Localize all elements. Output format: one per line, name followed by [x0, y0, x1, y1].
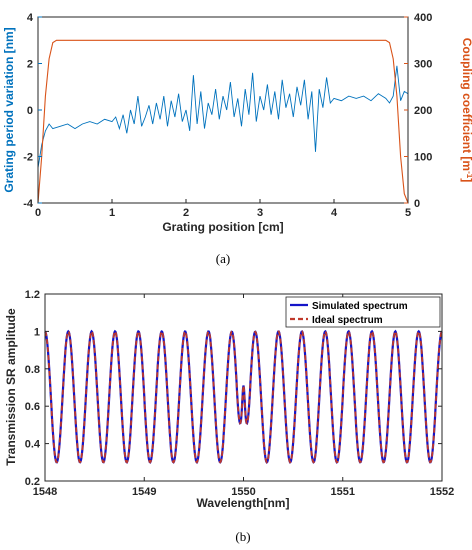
ticks-a: 0 1 2 3 4 5 -4 -2 0 2 4 0 100 200 300 400	[23, 12, 432, 219]
caption-b: (b)	[235, 529, 250, 544]
x-tick-label-b: 1550	[231, 486, 255, 498]
y-axis-label-right-a-end: ]	[460, 178, 472, 182]
y-tick-label-b: 0.8	[25, 364, 40, 376]
y-tick-label-b: 1.2	[25, 289, 40, 301]
y-tick-label-right-a: 200	[414, 105, 432, 117]
y-tick-label-right-a: 0	[414, 198, 420, 210]
x-tick-label-b: 1551	[331, 486, 355, 498]
y-tick-label-left-a: 2	[27, 59, 33, 71]
panel-a: 0 1 2 3 4 5 -4 -2 0 2 4 0 100 200 300 400 Grating posit…	[2, 12, 472, 266]
y-tick-label-right-a: 100	[414, 152, 432, 164]
x-axis-label-a: Grating position [cm]	[162, 220, 283, 234]
series-group-b	[44, 329, 443, 465]
x-tick-label-a: 2	[183, 207, 189, 219]
y-tick-label-right-a: 400	[414, 12, 432, 24]
x-axis-label-b: Wavelength[nm]	[197, 496, 290, 510]
y-axis-label-right-a-main: Coupling coefficient [m	[460, 38, 472, 171]
series-group-a	[37, 39, 409, 204]
y-tick-label-b: 0.2	[25, 476, 40, 488]
series-line-coupling-coefficient	[37, 39, 409, 204]
y-tick-label-right-a: 300	[414, 59, 432, 71]
caption-a: (a)	[216, 251, 230, 266]
y-tick-label-b: 0.6	[25, 401, 40, 413]
y-tick-label-b: 1	[34, 326, 40, 338]
y-tick-label-left-a: 0	[27, 105, 33, 117]
series-line-ideal	[44, 329, 443, 464]
y-axis-label-b: Transmission SR amplitude	[4, 308, 18, 466]
x-tick-label-a: 1	[109, 207, 115, 219]
y-tick-label-b: 0.4	[25, 439, 41, 451]
x-tick-label-b: 1552	[430, 486, 454, 498]
y-tick-label-left-a: -2	[23, 152, 33, 164]
panel-b: 1548 1549 1550 1551 1552 0.2 0.4 0.6 0.8 1 1.2 Wav…	[4, 289, 454, 544]
legend-b: Simulated spectrum Ideal spectrum	[285, 296, 441, 328]
series-line-period-variation	[37, 65, 409, 169]
legend-box	[285, 296, 441, 328]
x-tick-label-b: 1548	[33, 486, 57, 498]
x-tick-label-a: 0	[35, 207, 41, 219]
ticks-b: 1548 1549 1550 1551 1552 0.2 0.4 0.6 0.8 1 1.2	[25, 289, 455, 498]
y-axis-label-right-a-sup: -1	[465, 171, 472, 179]
y-axis-label-left-a: Grating period variation [nm]	[2, 27, 16, 192]
legend-label-ideal: Ideal spectrum	[312, 315, 383, 326]
y-axis-label-right-a: Coupling coefficient [m-1]	[460, 38, 472, 182]
y-tick-label-left-a: -4	[23, 198, 34, 210]
legend-label-simulated: Simulated spectrum	[312, 301, 408, 312]
x-tick-label-a: 5	[405, 207, 411, 219]
x-tick-label-b: 1549	[132, 486, 156, 498]
y-tick-label-left-a: 4	[27, 12, 34, 24]
x-tick-label-a: 3	[257, 207, 263, 219]
x-tick-label-a: 4	[331, 207, 338, 219]
plot-area-a	[38, 17, 408, 203]
